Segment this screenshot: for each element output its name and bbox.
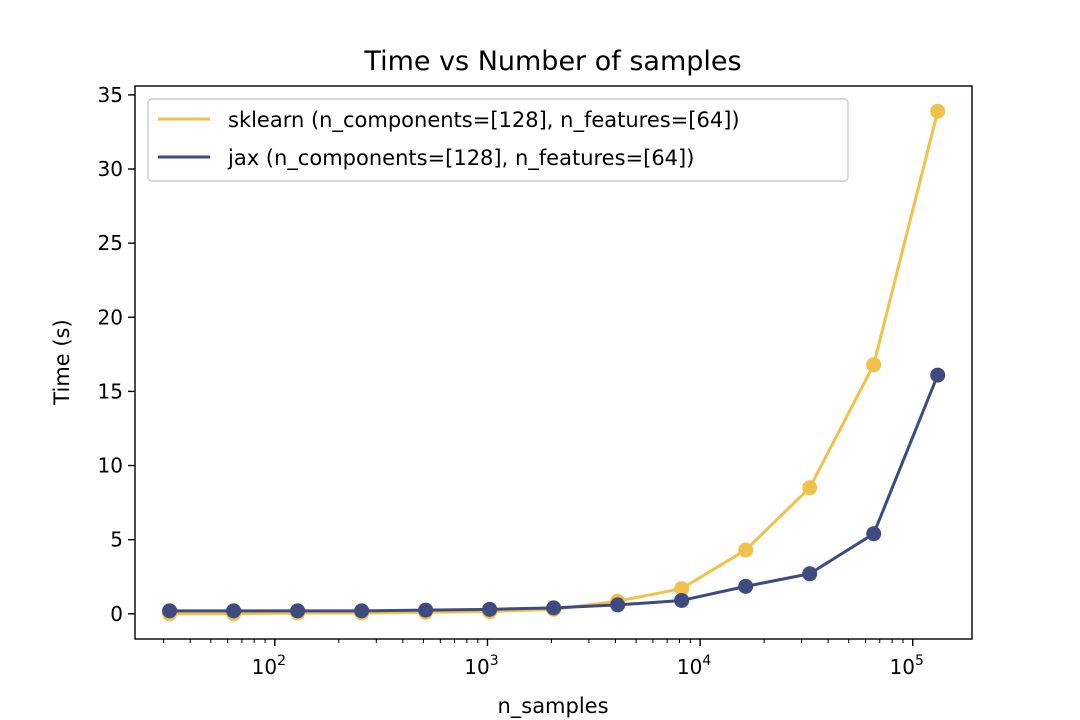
data-point-jax bbox=[738, 578, 754, 594]
legend: sklearn (n_components=[128], n_features=… bbox=[147, 98, 849, 182]
data-point-jax bbox=[674, 592, 690, 608]
y-axis-label: Time (s) bbox=[50, 319, 74, 405]
x-tick-label: 102 bbox=[252, 653, 286, 679]
y-tick-label: 0 bbox=[110, 602, 123, 626]
y-tick-label: 5 bbox=[110, 528, 123, 552]
data-point-sklearn bbox=[930, 103, 946, 119]
y-tick-label: 15 bbox=[98, 379, 123, 403]
y-tick-label: 25 bbox=[98, 231, 123, 255]
data-point-jax bbox=[930, 367, 946, 383]
data-point-jax bbox=[290, 603, 306, 619]
data-point-sklearn bbox=[802, 480, 818, 496]
x-tick-label: 105 bbox=[890, 653, 924, 679]
data-point-jax bbox=[418, 602, 434, 618]
plot-area bbox=[162, 103, 946, 622]
y-tick-label: 10 bbox=[98, 454, 123, 478]
data-point-jax bbox=[482, 601, 498, 617]
data-point-jax bbox=[162, 603, 178, 619]
data-point-jax bbox=[226, 603, 242, 619]
data-point-jax bbox=[354, 603, 370, 619]
y-tick-label: 20 bbox=[98, 305, 123, 329]
data-point-sklearn bbox=[738, 542, 754, 558]
data-point-jax bbox=[546, 600, 562, 616]
data-point-sklearn bbox=[866, 357, 882, 373]
x-axis-label: n_samples bbox=[497, 694, 608, 719]
series-line-jax bbox=[169, 374, 940, 613]
legend-box bbox=[147, 98, 849, 182]
data-point-jax bbox=[802, 566, 818, 582]
x-tick-label: 104 bbox=[677, 653, 711, 679]
data-point-jax bbox=[610, 597, 626, 613]
data-point-sklearn bbox=[674, 581, 690, 597]
x-tick-label: 103 bbox=[464, 653, 498, 679]
plot-frame bbox=[134, 85, 973, 640]
y-tick-label: 35 bbox=[98, 83, 123, 107]
data-point-jax bbox=[866, 526, 882, 542]
y-tick-label: 30 bbox=[98, 157, 123, 181]
series-line-sklearn bbox=[169, 110, 940, 616]
legend-label-sklearn: sklearn (n_components=[128], n_features=… bbox=[228, 108, 740, 133]
chart-title: Time vs Number of samples bbox=[363, 46, 741, 77]
legend-label-jax: jax (n_components=[128], n_features=[64]… bbox=[227, 146, 694, 171]
